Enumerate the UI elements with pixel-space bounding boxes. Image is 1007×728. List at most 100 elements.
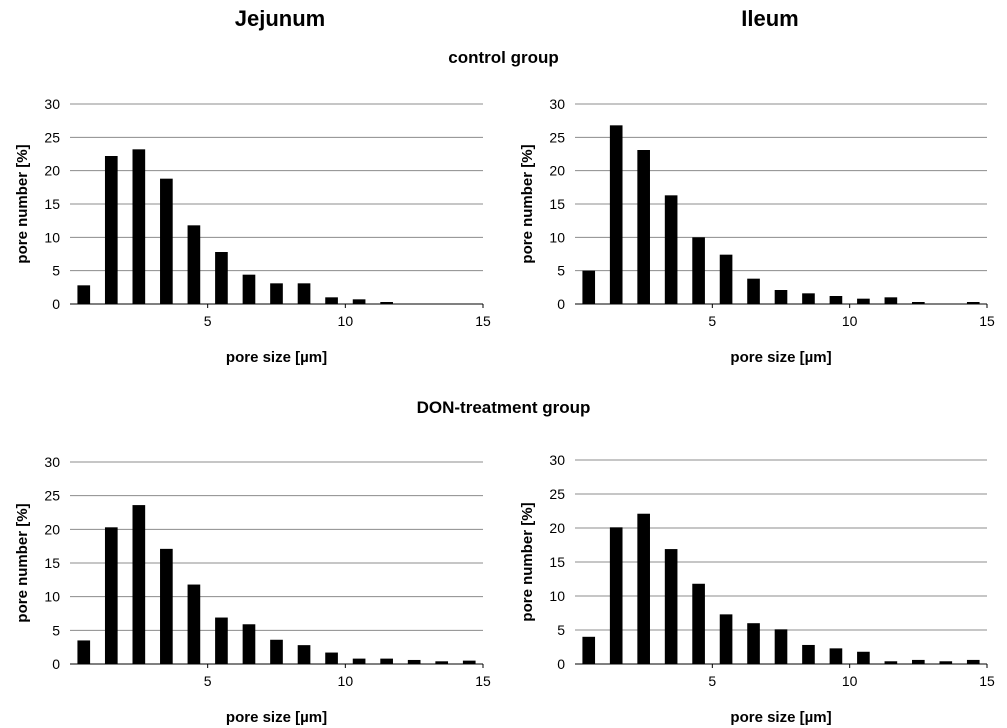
- bar: [297, 645, 311, 664]
- bar: [609, 527, 623, 664]
- y-axis-label-ileum-don: pore number [%]: [519, 502, 536, 621]
- bar: [966, 659, 980, 664]
- y-tick-label: 5: [52, 622, 60, 638]
- bar: [692, 237, 705, 304]
- bar: [912, 659, 925, 664]
- bar: [462, 660, 476, 664]
- bar: [802, 293, 815, 304]
- y-tick-label: 25: [549, 129, 565, 145]
- y-axis-label-jejunum-control: pore number [%]: [14, 144, 31, 263]
- x-tick-label: 10: [338, 313, 354, 329]
- bar: [857, 298, 870, 304]
- bar: [352, 299, 366, 304]
- x-tick-label: 15: [475, 313, 491, 329]
- x-tick-label: 10: [338, 673, 354, 689]
- y-tick-label: 25: [44, 129, 60, 145]
- y-tick-label: 10: [549, 588, 565, 604]
- bar: [774, 629, 788, 664]
- bar: [747, 623, 760, 664]
- bar: [270, 639, 283, 664]
- bar: [884, 297, 898, 304]
- y-tick-label: 10: [44, 229, 60, 245]
- bar: [215, 617, 228, 664]
- bar: [582, 636, 596, 664]
- y-tick-label: 0: [557, 656, 565, 672]
- bar: [187, 584, 201, 664]
- x-axis-label-ileum-control: pore size [µm]: [730, 349, 831, 366]
- bar: [719, 614, 733, 664]
- y-tick-label: 10: [44, 589, 60, 605]
- bar: [939, 661, 953, 664]
- bar: [747, 278, 760, 304]
- y-tick-label: 0: [52, 656, 60, 672]
- x-tick-label: 10: [842, 313, 858, 329]
- bar: [77, 640, 91, 664]
- bar: [829, 648, 843, 664]
- bar: [132, 505, 146, 664]
- y-tick-label: 15: [549, 196, 565, 212]
- group-title-don-treatment: DON-treatment group: [416, 398, 591, 417]
- bar: [664, 195, 678, 304]
- y-tick-label: 0: [557, 296, 565, 312]
- bar: [857, 651, 870, 664]
- column-title-jejunum: Jejunum: [234, 6, 326, 31]
- y-tick-label: 10: [549, 229, 565, 245]
- bar: [242, 624, 256, 664]
- bar: [829, 296, 843, 304]
- x-axis-label-ileum-don: pore size [µm]: [730, 709, 831, 726]
- bar: [802, 644, 815, 664]
- y-axis-label-ileum-control: pore number [%]: [519, 144, 536, 263]
- y-tick-label: 25: [44, 488, 60, 504]
- bar: [664, 549, 678, 664]
- bar: [435, 661, 449, 664]
- y-axis-label-jejunum-don: pore number [%]: [14, 503, 31, 622]
- x-axis-label-jejunum-control: pore size [µm]: [226, 349, 327, 366]
- bar: [160, 178, 173, 304]
- bar: [104, 527, 118, 664]
- bar: [242, 274, 256, 304]
- bar: [297, 283, 311, 304]
- bar: [132, 149, 146, 304]
- y-tick-label: 20: [44, 163, 60, 179]
- y-tick-label: 30: [44, 96, 60, 112]
- bar: [352, 658, 366, 664]
- bar: [270, 283, 283, 304]
- x-tick-label: 15: [979, 673, 995, 689]
- bar: [77, 285, 91, 304]
- bar: [160, 548, 173, 664]
- y-tick-label: 5: [557, 622, 565, 638]
- bar: [582, 270, 596, 304]
- bar: [407, 659, 421, 664]
- bar: [719, 254, 733, 304]
- x-tick-label: 15: [475, 673, 491, 689]
- y-tick-label: 20: [549, 163, 565, 179]
- bar: [884, 661, 898, 664]
- column-title-ileum: Ileum: [741, 6, 799, 31]
- x-tick-label: 5: [204, 313, 212, 329]
- y-tick-label: 30: [44, 454, 60, 470]
- y-tick-label: 20: [549, 520, 565, 536]
- bar: [637, 150, 650, 304]
- bar: [774, 290, 788, 304]
- bar: [609, 125, 623, 304]
- bar: [104, 156, 118, 304]
- bar: [325, 297, 338, 304]
- bar: [966, 302, 980, 304]
- bar: [912, 302, 925, 304]
- y-tick-label: 15: [549, 554, 565, 570]
- y-tick-label: 0: [52, 296, 60, 312]
- y-tick-label: 30: [549, 452, 565, 468]
- group-title-control: control group: [448, 48, 559, 67]
- y-tick-label: 30: [549, 96, 565, 112]
- bar: [187, 225, 201, 304]
- bar: [692, 583, 705, 664]
- y-tick-label: 5: [557, 263, 565, 279]
- x-tick-label: 5: [708, 313, 716, 329]
- x-tick-label: 10: [842, 673, 858, 689]
- x-axis-label-jejunum-don: pore size [µm]: [226, 709, 327, 726]
- y-tick-label: 15: [44, 196, 60, 212]
